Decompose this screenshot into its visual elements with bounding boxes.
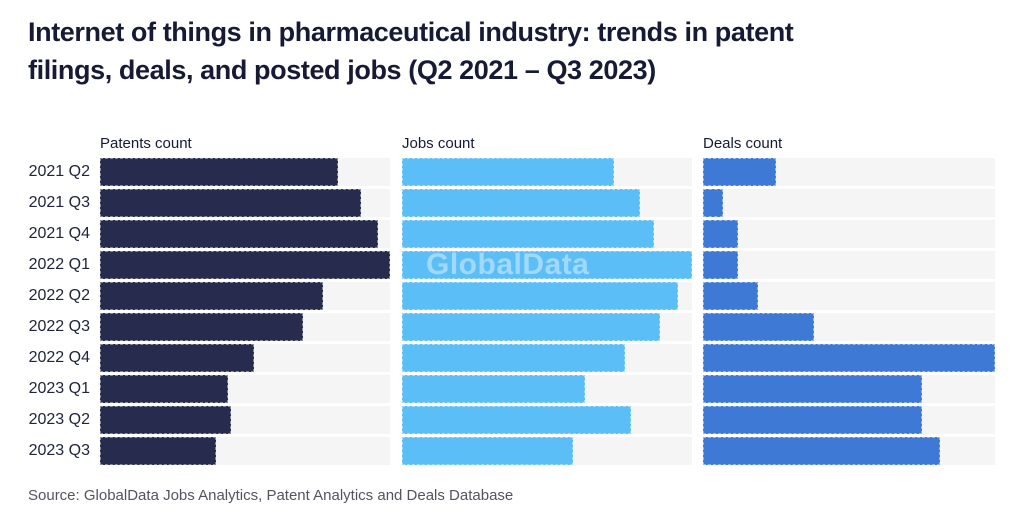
page-title: Internet of things in pharmaceutical ind…: [28, 13, 978, 89]
patents-bar: [100, 437, 216, 465]
jobs-bar: [402, 220, 655, 248]
panel-header-patents: Patents count: [100, 135, 192, 152]
jobs-bar: [402, 344, 626, 372]
bar-track: [402, 344, 692, 372]
panel-patents-bars: [100, 158, 390, 465]
deals-bar: [703, 437, 940, 465]
deals-bar: [703, 375, 922, 403]
bar-track: [100, 220, 390, 248]
jobs-bar: [402, 158, 614, 186]
bar-track: [402, 158, 692, 186]
patents-bar: [100, 282, 324, 310]
deals-bar: [703, 189, 724, 217]
panel-header-jobs: Jobs count: [402, 135, 475, 152]
row-label: 2022 Q2: [28, 287, 90, 304]
bar-track: [402, 282, 692, 310]
deals-bar: [703, 344, 995, 372]
deals-bar: [703, 251, 739, 279]
jobs-bar: [402, 437, 574, 465]
bar-track: [100, 406, 390, 434]
deals-bar: [703, 282, 759, 310]
bar-track: [703, 437, 995, 465]
patents-bar: [100, 251, 390, 279]
row-label: 2021 Q2: [28, 163, 90, 180]
bar-track: [402, 406, 692, 434]
row-label: 2022 Q1: [28, 256, 90, 273]
source-note: Source: GlobalData Jobs Analytics, Paten…: [28, 487, 514, 504]
deals-bar: [703, 158, 776, 186]
bar-track: [100, 437, 390, 465]
patents-bar: [100, 375, 228, 403]
page-title-line-1: Internet of things in pharmaceutical ind…: [28, 17, 794, 47]
patents-bar: [100, 344, 254, 372]
panel-patents: [100, 158, 390, 465]
bar-track: [402, 251, 692, 279]
bar-track: [703, 406, 995, 434]
row-label: 2021 Q3: [28, 194, 90, 211]
bar-track: [100, 375, 390, 403]
row-label: 2021 Q4: [28, 225, 90, 242]
bar-track: [703, 344, 995, 372]
bar-track: [703, 158, 995, 186]
jobs-bar: [402, 375, 585, 403]
bar-track: [703, 375, 995, 403]
row-label: 2023 Q1: [28, 380, 90, 397]
bar-track: [402, 189, 692, 217]
deals-bar: [703, 313, 814, 341]
bar-track: [703, 220, 995, 248]
jobs-bar: [402, 282, 678, 310]
jobs-bar: [402, 406, 632, 434]
bar-track: [703, 313, 995, 341]
deals-bar: [703, 220, 739, 248]
bar-track: [100, 158, 390, 186]
page-title-line-2: filings, deals, and posted jobs (Q2 2021…: [28, 55, 656, 85]
bar-track: [703, 189, 995, 217]
patents-bar: [100, 313, 303, 341]
patents-bar: [100, 158, 338, 186]
bar-track: [100, 313, 390, 341]
jobs-bar: [402, 189, 640, 217]
bar-track: [402, 375, 692, 403]
panel-jobs-bars: [402, 158, 692, 465]
patents-bar: [100, 220, 379, 248]
jobs-bar: [402, 313, 661, 341]
row-label: 2022 Q4: [28, 349, 90, 366]
panel-deals-bars: [703, 158, 995, 465]
deals-bar: [703, 406, 922, 434]
bar-track: [703, 282, 995, 310]
row-labels: 2021 Q2 2021 Q3 2021 Q4 2022 Q1 2022 Q2 2022 …: [0, 158, 90, 465]
panel-jobs: [402, 158, 692, 465]
bar-track: [402, 437, 692, 465]
bar-track: [100, 282, 390, 310]
bar-track: [402, 220, 692, 248]
row-label: 2023 Q2: [28, 411, 90, 428]
patents-bar: [100, 406, 231, 434]
bar-track: [100, 251, 390, 279]
bar-track: [100, 189, 390, 217]
panel-header-deals: Deals count: [703, 135, 783, 152]
row-label: 2022 Q3: [28, 318, 90, 335]
row-label: 2023 Q3: [28, 442, 90, 459]
panel-deals: [703, 158, 995, 465]
bar-track: [703, 251, 995, 279]
bar-track: [402, 313, 692, 341]
bar-track: [100, 344, 390, 372]
jobs-bar: [402, 251, 692, 279]
patents-bar: [100, 189, 361, 217]
